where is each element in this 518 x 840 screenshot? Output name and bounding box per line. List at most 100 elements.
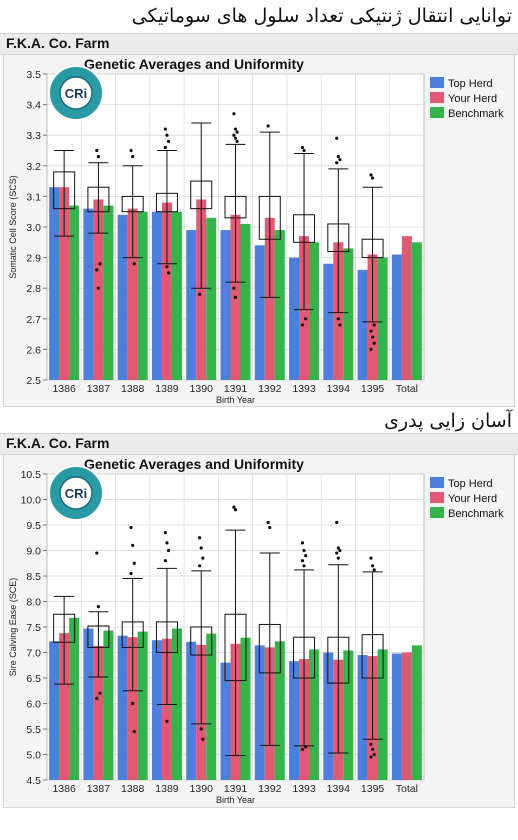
bar-benchmark [137,631,148,780]
farm-name: F.K.A. Co. Farm [6,35,110,51]
outlier-point [335,136,339,140]
bar-benchmark [103,630,114,780]
outlier-point [233,295,238,299]
y-tick-label: 2.6 [26,344,41,356]
outlier-point [369,329,373,333]
outlier-point [233,127,238,131]
outlier-point [165,541,169,545]
bar-your-herd [196,199,207,380]
box [224,195,247,219]
x-tick-label: 1390 [190,383,214,395]
outlier-point [300,559,305,563]
box [327,223,350,252]
outlier-point [372,323,376,327]
heading-scs: توانایی انتقال ژنتیکی تعداد سلول های سوم… [131,5,512,27]
bar-benchmark [274,230,285,380]
chart-panel-scs: Genetic Averages and Uniformity 2.5 2.6 2.7… [3,54,515,407]
outlier-point [300,323,305,327]
outlier-point [233,508,238,512]
x-tick-label: 1388 [121,783,145,795]
box [258,195,281,240]
box [155,621,178,653]
bar-top-herd [289,661,300,780]
outlier-point [132,561,136,565]
chart-panel-sce: Genetic Averages and Uniformity 4.5 5.0 5.5… [3,454,515,808]
outlier-point [165,719,169,723]
bar-top-herd [357,269,368,380]
outlier-point [336,556,340,560]
logo-mark: CRi [65,486,87,501]
bar-benchmark [309,649,320,780]
bar-top-herd [220,662,231,780]
outlier-point [372,341,376,345]
bar-top-herd [254,245,265,380]
box [87,186,110,213]
outlier-point [300,747,305,751]
outlier-point [163,531,167,535]
bar-top-herd [186,230,197,380]
outlier-point [304,745,308,749]
y-tick-label: 2.7 [26,314,41,326]
outlier-point [300,541,305,545]
scs-chart: Genetic Averages and Uniformity 2.5 2.6 2.7… [8,56,504,405]
outlier-point [96,155,101,159]
y-tick-label: 5.0 [26,750,41,762]
outlier-point [129,571,133,576]
outlier-point [370,747,375,751]
bar-your-herd [93,645,104,780]
bar-your-herd [161,638,172,780]
outlier-point [369,755,373,759]
farm-name: F.K.A. Co. Farm [6,435,110,451]
outlier-point [232,133,236,137]
bar-benchmark [240,223,251,380]
bar-top-herd [186,641,197,780]
y-tick-label: 10.5 [21,469,42,481]
x-tick-label: 1389 [155,783,179,795]
outlier-point [266,520,270,525]
bar-your-herd [127,208,138,380]
outlier-point [129,148,133,153]
outlier-point [335,161,339,165]
x-tick-label: 1386 [52,783,76,795]
outlier-point [338,158,342,162]
outlier-point [95,696,99,700]
farm-header-2: F.K.A. Co. Farm [0,433,518,455]
outlier-point [96,286,101,290]
bar-top-herd [323,652,334,780]
y-tick-label: 7.0 [26,648,41,660]
outlier-point [98,691,102,695]
outlier-point [166,271,171,275]
x-tick-label: 1387 [87,383,111,395]
bar-benchmark [343,650,354,780]
y-tick-label: 3.5 [26,69,41,81]
x-tick-label: 1389 [155,383,179,395]
bar-benchmark [206,217,217,380]
outlier-point [372,568,376,572]
outlier-point [163,559,167,563]
box [155,192,178,213]
bar-top-herd [49,641,60,780]
x-tick-label: 1391 [224,383,248,395]
bar-top-herd [391,653,402,780]
outlier-point [235,139,239,143]
legend-swatch [430,77,444,88]
bar-benchmark [377,649,388,780]
outlier-point [131,543,135,547]
y-tick-label: 9.5 [26,520,41,532]
y-tick-label: 8.0 [26,597,41,609]
legend-swatch [430,92,444,103]
bar-top-herd [323,263,334,380]
y-tick-label: 6.5 [26,673,41,685]
legend-label: Your Herd [448,93,497,105]
y-tick-label: 4.5 [26,775,41,787]
bar-top-herd [391,254,402,380]
bar-top-herd [117,214,128,380]
x-tick-label: 1395 [361,383,385,395]
bar-top-herd [83,208,94,380]
outlier-point [95,551,99,555]
box [190,626,213,656]
outlier-point [132,262,136,266]
x-tick-label: Total [396,383,418,395]
outlier-point [129,525,133,530]
x-tick-label: 1394 [327,383,351,395]
